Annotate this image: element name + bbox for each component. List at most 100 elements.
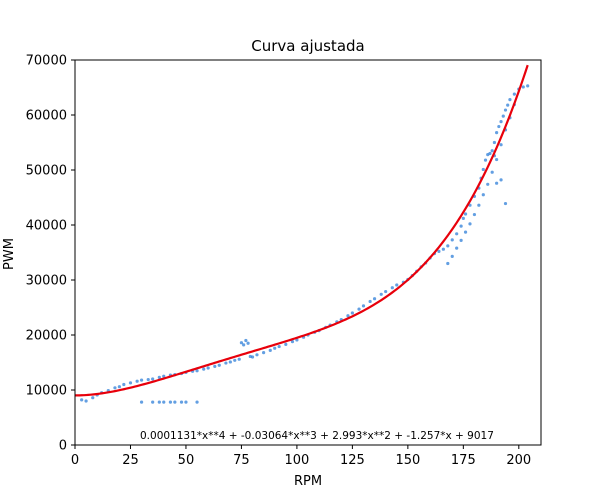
x-tick-label-8: 200 [506,453,531,468]
x-tick-label-3: 75 [233,453,250,468]
y-tick-label-2: 20000 [26,329,67,344]
scatter-point-30 [239,341,244,345]
scatter-point-76 [461,216,465,220]
scatter-point-103 [468,222,472,226]
scatter-point-91 [503,108,508,112]
scatter-point-39 [273,346,277,350]
scatter-point-72 [446,244,450,248]
x-tick-label-6: 150 [395,453,420,468]
scatter-point-35 [250,355,255,359]
scatter-point-107 [486,182,490,186]
scatter-point-93 [508,98,512,102]
scatter-point-59 [384,289,388,294]
scatter-point-60 [390,286,394,290]
scatter-point-98 [446,261,450,266]
scatter-point-2 [91,396,95,400]
scatter-point-61 [395,283,399,287]
scatter-point-99 [450,254,454,258]
scatter-point-108 [490,170,494,174]
scatter-points [80,84,530,404]
scatter-point-125 [179,400,184,404]
scatter-point-85 [490,149,494,153]
scatter-point-22 [202,367,206,371]
scatter-point-10 [135,379,139,383]
plot-frame [74,59,542,446]
scatter-point-118 [503,201,508,206]
scatter-point-29 [237,357,241,361]
scatter-point-71 [441,247,445,251]
scatter-point-114 [488,151,492,156]
x-tick-label-4: 100 [284,453,309,468]
scatter-point-92 [506,103,510,107]
scatter-point-41 [284,342,288,346]
x-axis-ticks: 0 25 50 75 100 125 150 175 200 [71,445,531,468]
scatter-point-88 [497,124,501,129]
scatter-point-11 [139,378,144,382]
scatter-point-42 [290,340,295,344]
scatter-point-21 [195,369,199,373]
scatter-point-15 [162,374,166,378]
scatter-point-12 [146,377,150,382]
fit-curve-line [74,64,529,397]
scatter-point-25 [217,363,221,367]
scatter-point-120 [151,400,155,404]
scatter-point-87 [495,131,499,135]
scatter-point-26 [224,361,228,365]
scatter-point-6 [113,386,117,390]
scatter-point-97 [526,84,530,88]
scatter-point-24 [213,364,217,368]
y-tick-label-7: 70000 [26,54,67,69]
y-tick-label-0: 0 [59,439,67,454]
scatter-point-94 [512,92,516,96]
y-tick-label-1: 10000 [26,384,67,399]
scatter-point-104 [472,212,477,217]
y-axis-ticks: 0 10000 20000 30000 40000 50000 60000 70000 [26,54,75,454]
scatter-point-27 [228,360,232,364]
fit-equation-annotation: 0.0001131*x**4 + -0.03064*x**3 + 2.993*x… [140,430,494,442]
scatter-point-9 [128,381,133,385]
scatter-point-31 [242,343,246,347]
x-tick-label-1: 25 [122,453,139,468]
scatter-point-37 [262,351,266,355]
scatter-point-23 [206,366,210,370]
scatter-point-28 [233,358,237,362]
scatter-point-117 [499,178,503,182]
scatter-point-36 [255,353,259,357]
y-tick-label-6: 60000 [26,109,67,124]
x-axis-label: RPM [294,474,322,489]
scatter-point-106 [481,193,485,197]
scatter-point-119 [139,400,144,404]
scatter-point-116 [495,181,499,185]
scatter-point-89 [499,120,503,124]
scatter-point-86 [492,140,496,145]
scatter-point-126 [184,400,188,404]
scatter-point-14 [157,375,161,379]
y-tick-label-5: 50000 [26,164,67,179]
scatter-point-101 [459,238,463,242]
y-tick-label-3: 30000 [26,274,67,289]
scatter-point-74 [455,232,459,236]
scatter-point-8 [122,382,126,387]
scatter-point-70 [437,249,441,253]
scatter-point-53 [350,311,354,315]
scatter-point-7 [117,385,121,389]
x-tick-label-7: 175 [451,453,476,468]
scatter-point-38 [268,348,272,352]
y-tick-label-4: 40000 [26,219,67,234]
x-tick-label-5: 125 [340,453,365,468]
scatter-point-110 [499,143,503,147]
scatter-point-58 [379,292,383,296]
scatter-point-52 [346,314,350,318]
scatter-point-96 [521,85,525,89]
scatter-point-124 [173,400,177,404]
scatter-point-57 [372,297,377,301]
y-axis-label: PWM [2,238,17,270]
scatter-point-55 [361,304,366,308]
plot-background [75,60,541,445]
x-tick-label-0: 0 [71,453,79,468]
scatter-point-0 [80,398,84,402]
scatter-point-77 [463,212,468,216]
scatter-point-82 [481,167,485,172]
scatter-point-121 [157,400,161,404]
scatter-point-100 [455,246,459,250]
